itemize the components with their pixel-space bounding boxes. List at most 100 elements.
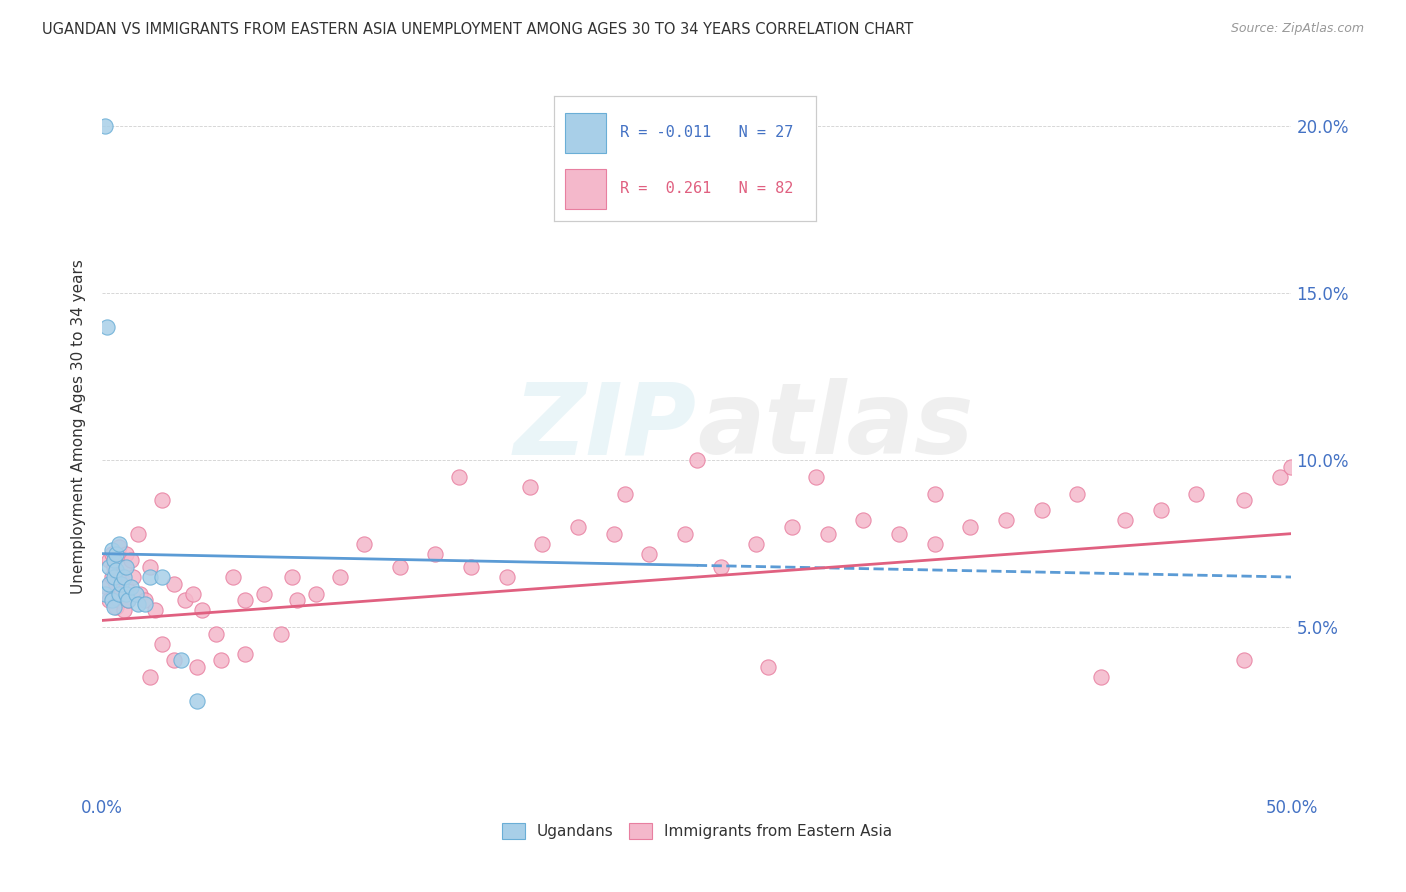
Point (780, 520, 803, 534)
Point (115, 547, 138, 561)
Point (96, 319, 118, 334)
Point (112, 570, 135, 584)
Point (120, 580, 142, 594)
Text: ZIP: ZIP (513, 378, 697, 475)
Point (105, 576, 128, 591)
Point (460, 560, 482, 574)
Point (98, 576, 121, 591)
Point (115, 560, 138, 574)
Point (103, 570, 125, 584)
Point (181, 587, 204, 601)
Point (110, 576, 132, 591)
Point (817, 526, 839, 541)
Point (710, 560, 733, 574)
Point (127, 597, 149, 611)
Point (103, 560, 125, 574)
Point (103, 553, 125, 567)
Point (105, 563, 128, 577)
Point (305, 587, 328, 601)
Point (1149, 503, 1171, 517)
Point (233, 593, 256, 607)
Point (1031, 503, 1053, 517)
Point (98, 593, 121, 607)
Point (105, 600, 128, 615)
Point (270, 627, 292, 641)
Point (134, 597, 156, 611)
Point (191, 603, 214, 617)
Point (329, 570, 352, 584)
Point (139, 570, 162, 584)
Point (93, 120, 115, 134)
Point (100, 547, 122, 561)
Point (285, 593, 308, 607)
Point (115, 587, 138, 601)
Point (110, 570, 132, 584)
Point (103, 587, 125, 601)
Point (425, 547, 447, 561)
Point (124, 587, 146, 601)
Point (127, 526, 149, 541)
Point (112, 603, 135, 617)
Y-axis label: Unemployment Among Ages 30 to 34 years: Unemployment Among Ages 30 to 34 years (72, 260, 86, 594)
Point (745, 536, 768, 550)
Point (96, 580, 118, 594)
Point (108, 536, 131, 550)
Point (129, 587, 152, 601)
Point (186, 693, 208, 707)
Point (115, 580, 138, 594)
Point (150, 570, 173, 584)
Point (756, 660, 779, 674)
Point (143, 603, 166, 617)
Point (117, 593, 139, 607)
Point (120, 553, 142, 567)
Point (150, 493, 173, 508)
Point (117, 593, 139, 607)
Point (162, 653, 184, 667)
Point (100, 593, 122, 607)
Point (638, 547, 661, 561)
Point (174, 593, 197, 607)
Point (531, 536, 554, 550)
Point (1281, 459, 1303, 474)
Point (495, 570, 517, 584)
Point (614, 486, 637, 500)
Point (134, 593, 156, 607)
Legend: Ugandans, Immigrants from Eastern Asia: Ugandans, Immigrants from Eastern Asia (495, 817, 898, 845)
Point (959, 520, 981, 534)
Point (100, 570, 122, 584)
Point (98, 553, 121, 567)
Point (233, 647, 256, 661)
Point (1268, 470, 1291, 484)
Point (98, 560, 121, 574)
Point (924, 486, 946, 500)
Point (105, 547, 128, 561)
Point (209, 653, 232, 667)
Point (852, 513, 875, 527)
Point (1233, 493, 1256, 508)
Point (804, 470, 827, 484)
Point (100, 543, 122, 558)
Text: atlas: atlas (697, 378, 973, 475)
Point (186, 660, 208, 674)
Point (353, 536, 375, 550)
Point (150, 637, 173, 651)
Point (162, 576, 184, 591)
Point (93, 587, 115, 601)
Point (170, 653, 193, 667)
Point (139, 560, 162, 574)
Point (1185, 486, 1208, 500)
Point (686, 453, 709, 467)
Point (602, 526, 624, 541)
Point (388, 560, 411, 574)
Point (447, 470, 470, 484)
Text: UGANDAN VS IMMIGRANTS FROM EASTERN ASIA UNEMPLOYMENT AMONG AGES 30 TO 34 YEARS C: UGANDAN VS IMMIGRANTS FROM EASTERN ASIA … (42, 22, 914, 37)
Point (108, 593, 131, 607)
Point (1114, 513, 1136, 527)
Point (112, 560, 135, 574)
Point (110, 587, 132, 601)
Point (205, 627, 228, 641)
Point (673, 526, 696, 541)
Point (924, 536, 946, 550)
Point (995, 513, 1018, 527)
Point (519, 480, 541, 494)
